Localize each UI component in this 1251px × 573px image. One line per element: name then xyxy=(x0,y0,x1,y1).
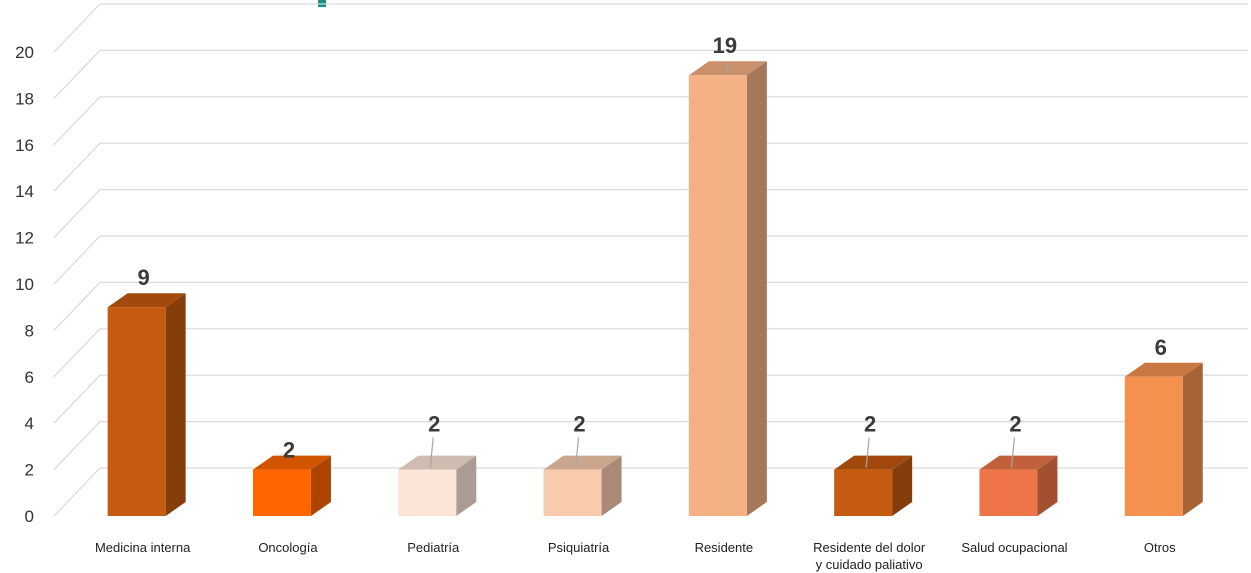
data-label: 6 xyxy=(1155,335,1167,360)
bar-side xyxy=(310,455,331,516)
gridline xyxy=(53,49,1248,99)
gridline xyxy=(53,3,1248,53)
y-tick-label: 14 xyxy=(15,182,34,201)
bar-front xyxy=(1124,376,1183,516)
gridlines xyxy=(53,3,1248,517)
bar-side xyxy=(892,455,913,516)
y-tick-label: 16 xyxy=(15,136,34,155)
y-tick-label: 0 xyxy=(25,507,34,526)
y-tick-label: 8 xyxy=(25,321,34,340)
bar-5: 19 xyxy=(688,33,767,516)
data-label-leader xyxy=(865,437,870,468)
gridline xyxy=(53,328,1248,378)
data-label-leader xyxy=(574,437,580,468)
bar-side xyxy=(456,455,477,516)
y-tick-label: 18 xyxy=(15,89,34,108)
x-tick-label: Otros xyxy=(1144,540,1176,555)
y-axis: 0 2 4 6 8 10 12 14 16 18 20 xyxy=(15,43,34,526)
bar-front xyxy=(834,469,893,516)
bar-side xyxy=(746,61,767,516)
bar-8: 6 xyxy=(1124,335,1203,516)
data-label: 2 xyxy=(283,438,295,463)
bar-2: 2 xyxy=(252,438,331,516)
bar-top xyxy=(252,455,331,470)
bar-side xyxy=(601,455,622,516)
y-tick-label: 6 xyxy=(25,368,34,387)
bar-top xyxy=(543,455,622,470)
data-label-leader xyxy=(429,437,434,468)
gridline xyxy=(53,142,1248,192)
bar-side xyxy=(165,293,186,516)
gridline xyxy=(53,235,1248,285)
gridline xyxy=(53,374,1248,424)
x-tick-label: Psiquiatría xyxy=(548,540,610,555)
bar-top xyxy=(398,455,477,470)
y-tick-label: 20 xyxy=(15,43,34,62)
bar-side xyxy=(1182,362,1203,516)
x-tick-label: Oncología xyxy=(258,540,318,555)
y-tick-label: 12 xyxy=(15,229,34,248)
bar-front xyxy=(252,469,311,516)
y-tick-label: 2 xyxy=(25,461,34,480)
bar-top xyxy=(834,455,913,470)
bar-front xyxy=(688,75,747,516)
bar-front xyxy=(543,469,602,516)
data-label: 9 xyxy=(138,265,150,290)
gridline xyxy=(53,96,1248,146)
bar-side xyxy=(1037,455,1058,516)
bar-front xyxy=(107,307,166,516)
data-label-leader xyxy=(726,61,730,74)
bar-top xyxy=(1124,362,1203,377)
y-tick-label: 10 xyxy=(15,275,34,294)
gridline xyxy=(53,421,1248,471)
x-tick-label: y cuidado paliativo xyxy=(816,557,923,572)
bar-1: 9 xyxy=(107,265,186,516)
data-label: 2 xyxy=(1009,412,1021,437)
x-tick-label: Salud ocupacional xyxy=(961,540,1067,555)
bar-4: 2 xyxy=(543,412,622,516)
bar-front xyxy=(398,469,457,516)
data-label-leader xyxy=(1010,437,1016,468)
x-tick-label: Residente xyxy=(695,540,754,555)
x-axis: Medicina interna Oncología Pediatría Psiqui… xyxy=(95,540,1176,572)
x-tick-label: Residente del dolor xyxy=(813,540,926,555)
bar-top xyxy=(107,293,186,308)
y-tick-label: 4 xyxy=(25,414,34,433)
bar-7: 2 xyxy=(979,412,1058,516)
data-label: 2 xyxy=(428,412,440,437)
data-label: 2 xyxy=(573,412,585,437)
data-label: 19 xyxy=(713,33,737,58)
x-tick-label: Medicina interna xyxy=(95,540,191,555)
x-tick-label: Pediatría xyxy=(407,540,460,555)
bar-front xyxy=(979,469,1038,516)
data-label: 2 xyxy=(864,412,876,437)
bar-6: 2 xyxy=(834,412,913,516)
bar-3: 2 xyxy=(398,412,477,516)
gridline xyxy=(53,189,1248,239)
bars: 9 2 2 2 19 2 2 6 xyxy=(107,33,1203,516)
bar-top xyxy=(979,455,1058,470)
gridline xyxy=(53,281,1248,331)
gridline xyxy=(53,467,1248,517)
